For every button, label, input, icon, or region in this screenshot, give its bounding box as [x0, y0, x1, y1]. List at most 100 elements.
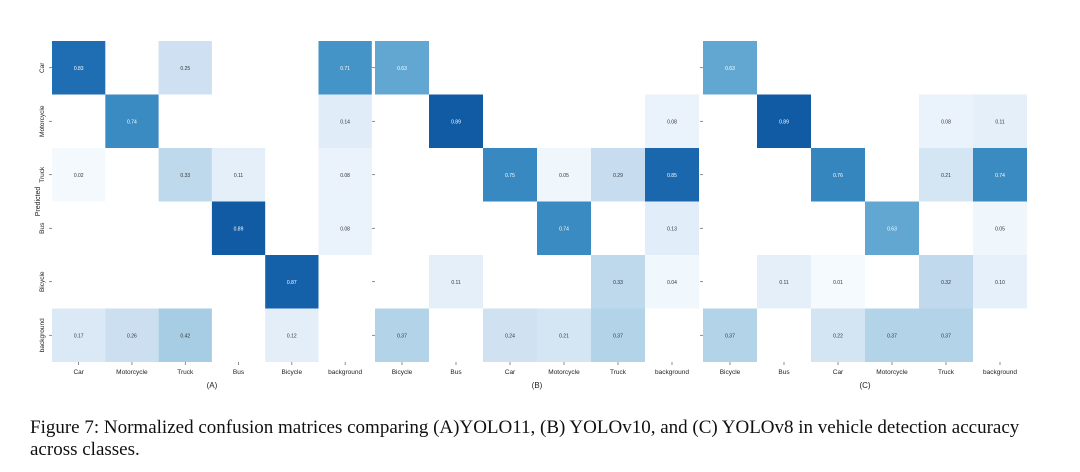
heatmap-cell — [537, 148, 591, 202]
heatmap-cell — [645, 255, 699, 309]
cell-value-label: 0.37 — [887, 333, 897, 339]
heatmap-cell — [158, 41, 212, 95]
cell-value-label: 0.10 — [995, 280, 1005, 286]
cell-value-label: 0.05 — [559, 173, 569, 179]
heatmap-cell — [158, 308, 212, 362]
cell-value-label: 0.12 — [287, 333, 297, 339]
heatmap-cell — [703, 308, 757, 362]
cell-value-label: 0.87 — [287, 280, 297, 286]
heatmap-cell — [645, 94, 699, 148]
heatmap-cell — [919, 148, 973, 202]
heatmap-cell — [973, 94, 1027, 148]
cell-value-label: 0.08 — [941, 119, 951, 125]
cell-value-label: 0.11 — [234, 173, 244, 179]
y-axis-title: Predicted — [35, 187, 42, 217]
y-tick-label: Bicycle — [39, 271, 46, 292]
y-tick-label: background — [39, 318, 46, 352]
cell-value-label: 0.32 — [941, 280, 951, 286]
y-tick-label: Motorcycle — [39, 105, 46, 137]
cell-value-label: 0.89 — [234, 226, 244, 232]
heatmap-cell — [645, 148, 699, 202]
cell-value-label: 0.85 — [667, 173, 677, 179]
heatmap-cell — [105, 94, 159, 148]
heatmap-cell — [429, 94, 483, 148]
cell-value-label: 0.08 — [667, 119, 677, 125]
cell-value-label: 0.89 — [451, 119, 461, 125]
heatmap-cell — [265, 308, 319, 362]
x-tick-label: Truck — [938, 369, 955, 376]
x-tick-label: background — [983, 369, 1017, 376]
heatmap-cell — [537, 201, 591, 255]
cell-value-label: 0.17 — [74, 333, 84, 339]
heatmap-cell — [52, 148, 106, 202]
cell-value-label: 0.21 — [941, 173, 951, 179]
cell-value-label: 0.21 — [559, 333, 569, 339]
figure-caption: Figure 7: Normalized confusion matrices … — [30, 417, 1020, 460]
cell-value-label: 0.11 — [451, 280, 461, 286]
x-tick-label: Truck — [610, 369, 627, 376]
cell-value-label: 0.63 — [887, 226, 897, 232]
cell-value-label: 0.24 — [505, 333, 515, 339]
heatmap-cell — [483, 308, 537, 362]
heatmap-cell — [757, 94, 811, 148]
heatmap-cell — [919, 308, 973, 362]
panel-label: (A) — [207, 381, 218, 390]
heatmap-cell — [375, 308, 429, 362]
heatmap-cell — [919, 94, 973, 148]
panel-label: (C) — [859, 381, 870, 390]
x-tick-label: Motorcycle — [116, 369, 148, 376]
cell-value-label: 0.63 — [725, 66, 735, 72]
cell-value-label: 0.74 — [559, 226, 569, 232]
heatmap-cell — [973, 148, 1027, 202]
heatmap-cell — [865, 201, 919, 255]
heatmap-cell — [318, 94, 372, 148]
cell-value-label: 0.11 — [995, 119, 1005, 125]
cell-value-label: 0.01 — [833, 280, 843, 286]
cell-value-label: 0.33 — [180, 173, 190, 179]
heatmap-cell — [429, 255, 483, 309]
x-tick-label: background — [328, 369, 362, 376]
heatmap-cell — [645, 201, 699, 255]
cell-value-label: 0.37 — [725, 333, 735, 339]
heatmap-cell — [483, 148, 537, 202]
panel-label: (B) — [532, 381, 543, 390]
cell-value-label: 0.25 — [180, 66, 190, 72]
heatmap-cell — [375, 41, 429, 95]
heatmap-cell — [919, 255, 973, 309]
heatmap-cell — [811, 308, 865, 362]
heatmap-cell — [318, 201, 372, 255]
cell-value-label: 0.02 — [74, 173, 84, 179]
cell-value-label: 0.75 — [505, 173, 515, 179]
x-tick-label: Car — [73, 369, 84, 376]
confusion-matrices-figure: 0.83 0.25 0.71 0.74 0.14 0.02 0.33 0.11 0.08 0.89… — [35, 41, 1027, 390]
heatmap-cell — [703, 41, 757, 95]
heatmap-cell — [318, 148, 372, 202]
heatmap-cell — [865, 308, 919, 362]
cell-value-label: 0.14 — [340, 119, 350, 125]
heatmap-cell — [591, 148, 645, 202]
cell-value-label: 0.04 — [667, 280, 677, 286]
heatmap-cell — [211, 201, 266, 255]
x-tick-label: Car — [505, 369, 516, 376]
cell-value-label: 0.08 — [340, 173, 350, 179]
x-tick-label: Bicycle — [392, 369, 413, 376]
heatmap-cell — [52, 308, 106, 362]
heatmap-cell — [811, 148, 865, 202]
cell-value-label: 0.13 — [667, 226, 677, 232]
y-tick-label: Truck — [39, 166, 46, 183]
heatmap-cell — [52, 41, 106, 95]
cell-value-label: 0.71 — [340, 66, 350, 72]
x-tick-label: Motorcycle — [548, 369, 580, 376]
cell-value-label: 0.37 — [397, 333, 407, 339]
x-tick-label: Truck — [177, 369, 194, 376]
heatmap-cell — [318, 41, 372, 95]
cell-value-label: 0.37 — [941, 333, 951, 339]
heatmap-cell — [158, 148, 212, 202]
cell-value-label: 0.74 — [127, 119, 137, 125]
heatmap-cell — [757, 255, 811, 309]
cell-value-label: 0.11 — [779, 280, 789, 286]
cell-value-label: 0.89 — [779, 119, 789, 125]
cell-value-label: 0.63 — [397, 66, 407, 72]
cell-value-label: 0.83 — [74, 66, 84, 72]
cell-value-label: 0.26 — [127, 333, 137, 339]
